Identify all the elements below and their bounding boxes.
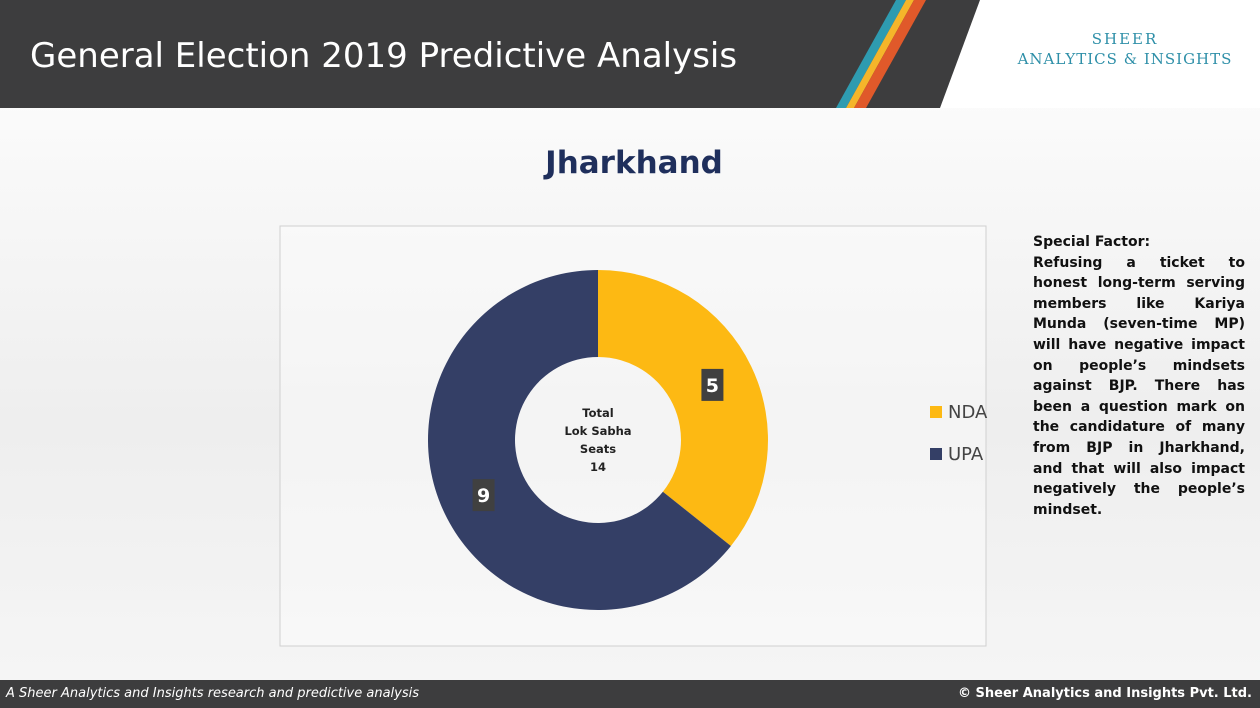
footer-left: A Sheer Analytics and Insights research … bbox=[6, 686, 420, 701]
legend-label: NDA bbox=[948, 402, 988, 423]
legend-swatch bbox=[930, 406, 942, 418]
footer-right: © Sheer Analytics and Insights Pvt. Ltd. bbox=[958, 686, 1252, 701]
center-label: Total bbox=[582, 406, 613, 420]
center-total: 14 bbox=[590, 460, 606, 474]
note-text: Refusing a ticket to honest long-term se… bbox=[1033, 254, 1245, 518]
logo-bottom: ANALYTICS & INSIGHTS bbox=[1017, 50, 1233, 68]
data-label: 5 bbox=[706, 375, 719, 397]
logo-top: SHEER bbox=[1091, 30, 1159, 48]
data-label-box bbox=[472, 479, 495, 512]
data-label: 9 bbox=[477, 485, 490, 507]
footer: A Sheer Analytics and Insights research … bbox=[0, 680, 1260, 708]
donut-slice bbox=[598, 270, 769, 546]
logo-decor bbox=[836, 0, 1260, 108]
donut-slice bbox=[428, 270, 731, 610]
legend-label: UPA bbox=[948, 444, 984, 465]
chart: Jharkhand 5 NDA 9 UPA Total Lok Sabha Seats 14 bbox=[279, 145, 988, 647]
note-heading: Special Factor: bbox=[1033, 234, 1151, 250]
legend-swatch bbox=[930, 448, 942, 460]
center-label: Lok Sabha bbox=[564, 424, 631, 438]
side-note: Special Factor: Refusing a ticket to hon… bbox=[1033, 232, 1245, 520]
chart-title: Jharkhand bbox=[543, 145, 723, 181]
header: General Election 2019 Predictive Analysi… bbox=[0, 0, 1260, 108]
header-title: General Election 2019 Predictive Analysi… bbox=[30, 36, 738, 76]
data-label-box bbox=[701, 368, 724, 401]
center-label: Seats bbox=[580, 442, 616, 456]
